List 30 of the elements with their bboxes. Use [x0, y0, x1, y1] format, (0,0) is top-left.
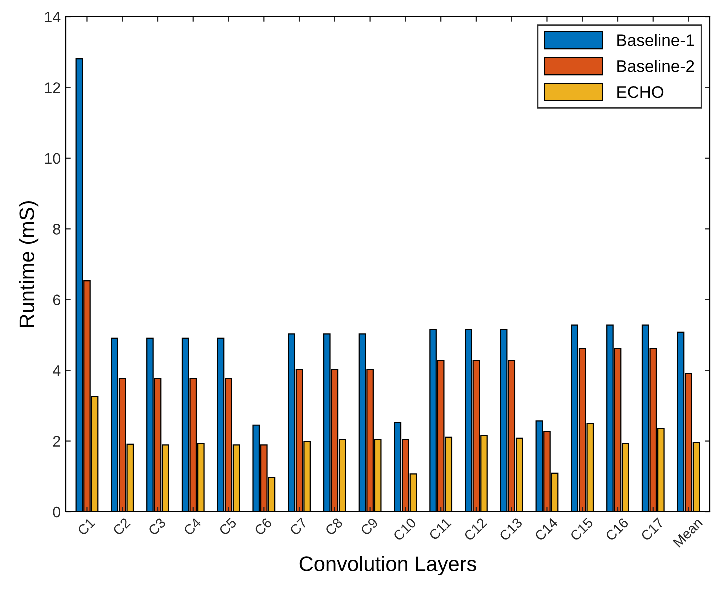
- x-tick-label: C16: [605, 518, 630, 542]
- x-axis-title: Convolution Layers: [300, 556, 476, 576]
- y-tick-label: 0: [53, 506, 61, 518]
- x-tick-label: C15: [570, 518, 594, 542]
- x-tick-label: C4: [183, 517, 202, 536]
- x-tick-label: C3: [148, 518, 166, 536]
- x-tick-label: C10: [392, 518, 417, 542]
- y-tick-label: 10: [45, 153, 61, 164]
- legend-label: Baseline-1: [618, 34, 694, 46]
- legend-label: Baseline-2: [618, 60, 694, 72]
- x-tick-label: C2: [112, 518, 132, 536]
- x-tick-label: C5: [218, 518, 238, 536]
- y-tick-label: 4: [52, 366, 61, 376]
- y-tick-label: 12: [45, 82, 60, 94]
- x-tick-label: C9: [360, 518, 379, 536]
- y-tick-label: 14: [45, 12, 61, 23]
- legend-label: ECHO: [618, 86, 664, 98]
- y-tick-label: 2: [53, 436, 60, 447]
- x-tick-label: C12: [464, 518, 488, 542]
- y-axis-title: Runtime (mS): [19, 202, 39, 328]
- x-tick-label: C6: [254, 518, 273, 536]
- x-tick-label: C8: [324, 518, 344, 536]
- x-tick-label: C11: [428, 518, 452, 541]
- x-tick-label: C1: [77, 518, 96, 536]
- x-tick-label: C7: [289, 518, 308, 536]
- x-tick-label: C14: [534, 517, 559, 542]
- y-tick-label: 8: [53, 224, 60, 235]
- y-tick-label: 6: [53, 294, 60, 306]
- x-tick-label: C17: [640, 518, 665, 542]
- x-tick-label: C13: [499, 518, 524, 542]
